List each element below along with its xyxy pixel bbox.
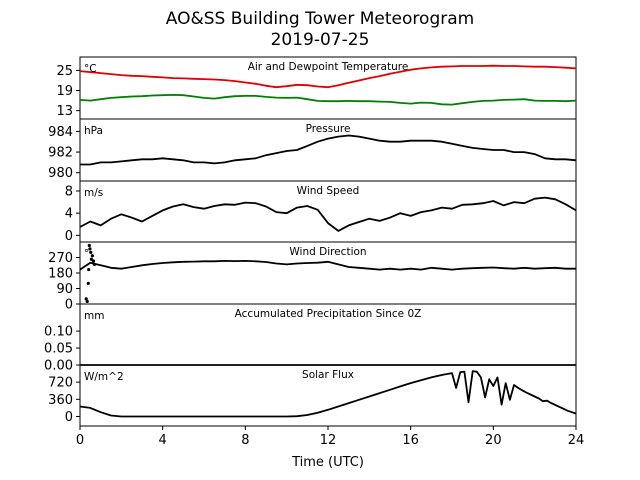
panel-2: 980 982 984 Pressure hPa	[48, 118, 577, 182]
x-axis-label: Time (UTC)	[291, 455, 364, 470]
x-tick-label: 20	[485, 433, 502, 448]
x-tick-label: 16	[402, 433, 419, 448]
panel-title: Solar Flux	[302, 369, 354, 381]
y-tick-label: 8	[65, 184, 73, 199]
y-tick-label: 0.05	[44, 342, 73, 357]
y-tick-label: 90	[56, 282, 73, 297]
scatter-point	[91, 259, 96, 263]
panel-title: Accumulated Precipitation Since 0Z	[235, 308, 422, 320]
scatter-point	[84, 297, 88, 301]
panel-title: Wind Speed	[297, 185, 360, 197]
x-tick-label: 24	[568, 433, 585, 448]
y-tick-label: 982	[48, 146, 73, 161]
panel-1: 13 19 25 Air and Dewpoint Temperature °C	[56, 56, 577, 120]
x-axis: 0 4 8 12 16 20 24	[76, 433, 584, 448]
y-tick-label: 13	[56, 104, 73, 119]
panel-unit: °C	[84, 63, 97, 75]
x-tick-label: 4	[159, 433, 167, 448]
series-line-1	[79, 64, 577, 89]
scatter-point	[92, 262, 97, 266]
scatter-point	[89, 250, 93, 254]
panel-unit: mm	[84, 310, 104, 322]
x-tick-label: 12	[320, 433, 337, 448]
scatter-point	[85, 299, 89, 304]
y-tick-label: 4	[65, 207, 73, 222]
y-tick-label: 270	[48, 251, 73, 266]
panel-unit: m/s	[84, 187, 103, 199]
scatter-point	[87, 243, 91, 248]
scatter-point	[90, 254, 94, 258]
y-tick-label: 984	[48, 125, 73, 140]
panel-unit: hPa	[84, 125, 103, 137]
panel-5: 0.00 0.05 0.10 Accumulated Precipitation Si…	[44, 303, 577, 374]
panel-3: 0 4 8 Wind Speed m/s	[65, 180, 577, 244]
y-tick-label: 25	[56, 64, 73, 79]
series-line-1	[79, 196, 577, 232]
scatter-point	[86, 281, 90, 285]
y-tick-label: 0	[65, 298, 73, 313]
series-line-1	[79, 260, 576, 271]
y-tick-label: 180	[48, 267, 73, 282]
scatter-point	[87, 267, 91, 272]
series-line-2	[79, 94, 577, 106]
x-tick-label: 0	[76, 433, 84, 448]
figure-title: AO&SS Building Tower Meteorogram	[166, 9, 474, 29]
panel-title: Air and Dewpoint Temperature	[248, 61, 409, 73]
y-tick-label: 720	[48, 376, 73, 391]
series-line-1	[79, 370, 577, 418]
y-tick-label: 0	[65, 229, 73, 244]
x-tick-label: 8	[241, 433, 249, 448]
panel-title: Wind Direction	[289, 246, 366, 258]
y-tick-label: 19	[56, 84, 73, 99]
y-tick-label: 980	[48, 166, 73, 181]
y-tick-label: 0.00	[44, 359, 73, 374]
panel-unit: °	[84, 248, 89, 260]
y-tick-label: 0.10	[44, 325, 73, 340]
y-tick-label: 360	[48, 393, 73, 408]
scatter-point	[88, 247, 92, 251]
panel-6: 0 360 720 Solar Flux W/m^2	[48, 364, 577, 430]
series-line-1	[80, 134, 577, 166]
y-tick-label: 0	[65, 410, 73, 425]
panel-title: Pressure	[306, 123, 351, 135]
panel-unit: W/m^2	[84, 371, 124, 383]
figure-subtitle: 2019-07-25	[271, 30, 370, 50]
